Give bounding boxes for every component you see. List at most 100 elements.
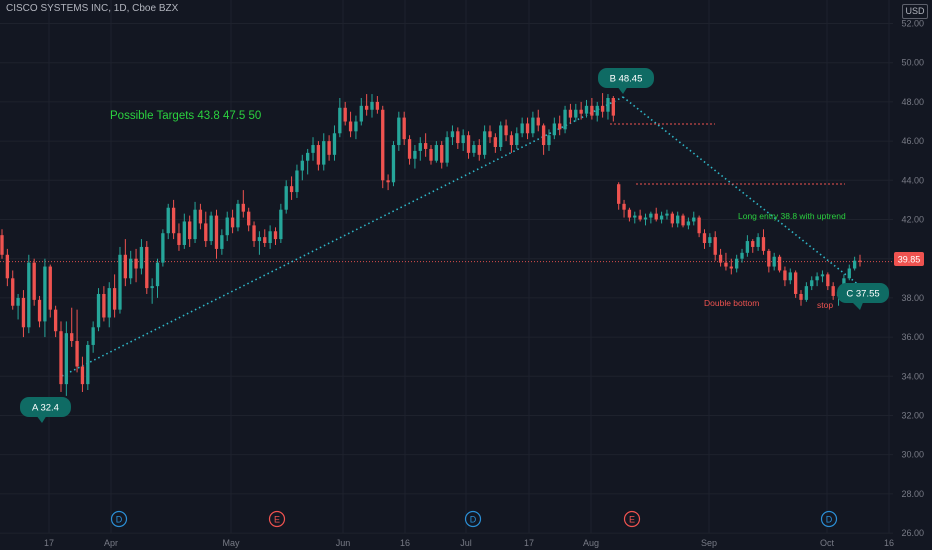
candle — [493, 133, 498, 153]
candle — [525, 117, 530, 140]
marker-ring — [464, 510, 482, 528]
candle-body — [461, 135, 465, 144]
candle-body — [295, 170, 299, 193]
candle — [584, 99, 589, 118]
candle-body — [590, 105, 594, 116]
candle — [423, 133, 428, 157]
point-a-label-bg — [20, 397, 71, 417]
candle — [429, 145, 433, 165]
candle-body — [579, 109, 583, 114]
candle-body — [440, 145, 444, 163]
candle — [466, 131, 471, 159]
candle-body — [429, 148, 433, 161]
candle-body — [16, 297, 20, 306]
candle-body — [155, 262, 160, 287]
candle — [32, 258, 36, 306]
candle — [343, 101, 347, 126]
candle — [804, 282, 809, 302]
candle — [11, 270, 15, 310]
time-axis[interactable]: 17 Apr May Jun 16 Jul 17 Aug Sep Oct 16 — [44, 538, 894, 548]
candle-body — [402, 117, 406, 140]
price-tick-label: 52.00 — [901, 19, 924, 29]
candle-body — [418, 143, 422, 151]
candle — [600, 93, 605, 118]
candle-body — [177, 233, 181, 245]
candle-body — [515, 133, 519, 146]
candle — [279, 203, 283, 244]
candle — [53, 305, 58, 338]
candle — [713, 231, 717, 261]
candle-body — [359, 105, 363, 122]
candle — [171, 199, 176, 240]
candle-body — [338, 107, 342, 134]
candle — [568, 103, 573, 124]
candle — [852, 256, 857, 271]
candle — [204, 211, 208, 247]
double-bottom-note: Double bottom — [704, 298, 759, 308]
marker-letter: D — [116, 515, 123, 525]
candle-body — [5, 254, 10, 279]
candle — [772, 252, 776, 271]
candle-body — [595, 105, 599, 116]
candle-body — [777, 256, 782, 271]
candle — [134, 248, 138, 283]
candle-body — [0, 235, 4, 255]
point-b-label-bg — [598, 68, 654, 88]
candle — [847, 264, 851, 281]
candle — [820, 270, 825, 283]
last-price-badge — [894, 252, 924, 266]
marker-ring — [820, 510, 838, 528]
time-tick-label: Jun — [336, 538, 351, 548]
candle-body — [364, 105, 369, 110]
dividend-marker: D — [820, 510, 838, 528]
candle — [354, 115, 358, 140]
candle — [633, 211, 637, 224]
candle — [209, 211, 213, 245]
time-tick-label: 16 — [884, 538, 894, 548]
candle-body — [236, 203, 240, 228]
price-tick-label: 38.00 — [901, 293, 924, 303]
candle-body — [391, 145, 396, 183]
candle-body — [692, 217, 696, 222]
candle — [445, 131, 449, 167]
candle-body — [150, 286, 154, 289]
candle-body — [91, 327, 95, 345]
candle — [300, 154, 304, 181]
candle — [338, 97, 342, 138]
candle — [627, 207, 632, 222]
candle — [161, 229, 165, 267]
candle-body — [820, 274, 825, 277]
candle-body — [370, 101, 374, 110]
candle-body — [198, 209, 203, 224]
candle — [102, 286, 106, 322]
candle — [499, 121, 503, 151]
price-tick-label: 32.00 — [901, 410, 924, 420]
candle — [649, 211, 653, 224]
candle-body — [306, 152, 310, 161]
candle-body — [407, 139, 412, 159]
candle-body — [611, 97, 615, 116]
candle-body — [332, 133, 337, 155]
candle-body — [702, 233, 707, 244]
candle-body — [541, 125, 546, 146]
point-c-label-bg — [837, 283, 889, 303]
candle-body — [284, 186, 288, 210]
candle — [670, 211, 674, 228]
time-tick-label: Aug — [583, 538, 599, 548]
candle — [5, 248, 10, 287]
candle-body — [209, 215, 213, 242]
candle — [70, 307, 74, 347]
price-tick-label: 50.00 — [901, 58, 924, 68]
candle — [407, 135, 412, 165]
candle — [440, 141, 444, 169]
candle — [230, 209, 235, 234]
symbol-header[interactable]: CISCO SYSTEMS INC, 1D, Cboe BZX — [6, 3, 179, 14]
marker-letter: E — [629, 515, 635, 525]
candle-body — [381, 109, 385, 181]
candle — [289, 176, 294, 200]
candle — [799, 290, 803, 306]
candle-body — [558, 123, 562, 130]
currency-badge[interactable]: USD — [902, 4, 928, 19]
candle-body — [520, 123, 524, 134]
